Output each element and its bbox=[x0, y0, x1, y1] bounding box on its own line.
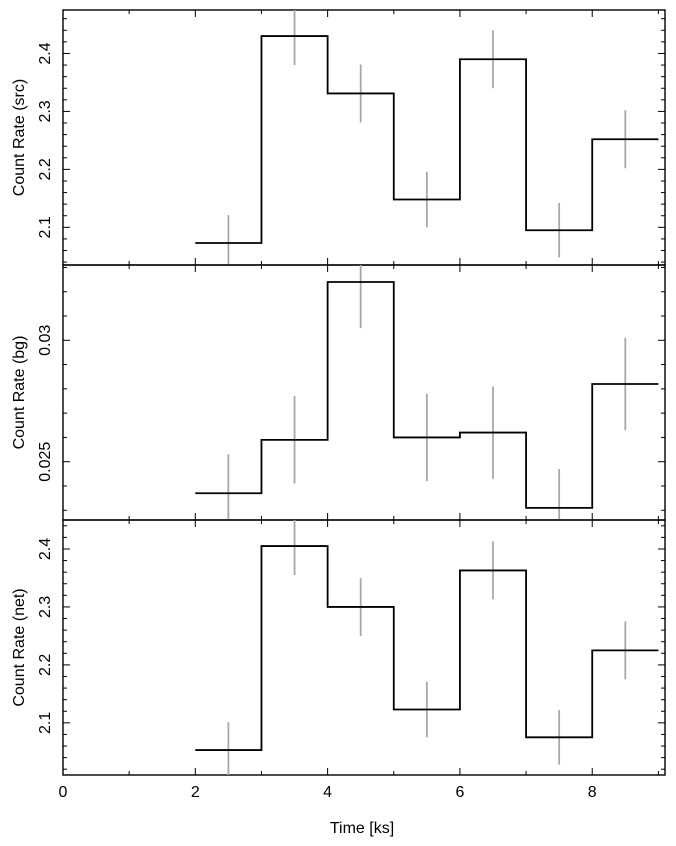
panel-net-step-line bbox=[195, 545, 659, 751]
panel-src-y-tick-label-0: 2.1 bbox=[37, 216, 54, 238]
panel-net-y-tick-label-2: 2.3 bbox=[37, 596, 54, 618]
panel-src-y-tick-label-3: 2.4 bbox=[37, 42, 54, 64]
x-tick-label-4: 8 bbox=[588, 784, 597, 801]
panels-group: 2.1 2.2 2.3 2.4 Count Rate (src) 0.025 0.03 Cou… bbox=[11, 9, 666, 801]
panel-bg-y-tick-label-0: 0.025 bbox=[37, 442, 54, 482]
x-axis-label: Time [ks] bbox=[330, 820, 394, 837]
x-tick-label-2: 4 bbox=[323, 784, 332, 801]
panel-bg-step-line bbox=[195, 281, 659, 509]
panel-src-frame bbox=[62, 9, 666, 266]
panel-src: 2.1 2.2 2.3 2.4 Count Rate (src) bbox=[11, 9, 666, 266]
panel-net-y-tick-label-0: 2.1 bbox=[37, 712, 54, 734]
panel-bg-y-tick-label-1: 0.03 bbox=[37, 325, 54, 356]
panel-src-y-tick-label-2: 2.3 bbox=[37, 100, 54, 122]
panel-net: 2.1 2.2 2.3 2.4 Count Rate (net) bbox=[11, 519, 666, 776]
panel-bg-frame bbox=[62, 264, 666, 521]
panel-src-step-line bbox=[195, 35, 659, 244]
panel-src-y-axis-label: Count Rate (src) bbox=[11, 79, 28, 196]
panel-src-y-tick-label-1: 2.2 bbox=[37, 158, 54, 180]
x-tick-label-0: 0 bbox=[59, 784, 68, 801]
x-tick-label-1: 2 bbox=[191, 784, 200, 801]
x-tick-label-3: 6 bbox=[455, 784, 464, 801]
panel-net-y-tick-label-3: 2.4 bbox=[37, 538, 54, 560]
panel-net-y-axis-label: Count Rate (net) bbox=[11, 588, 28, 706]
panel-bg-data bbox=[195, 265, 659, 520]
panel-net-frame bbox=[62, 519, 666, 776]
panel-src-data bbox=[195, 10, 659, 265]
panel-net-y-tick-label-1: 2.2 bbox=[37, 654, 54, 676]
panel-bg: 0.025 0.03 Count Rate (bg) bbox=[11, 264, 666, 521]
panel-bg-y-axis-label: Count Rate (bg) bbox=[11, 336, 28, 450]
panel-net-data bbox=[195, 520, 659, 775]
